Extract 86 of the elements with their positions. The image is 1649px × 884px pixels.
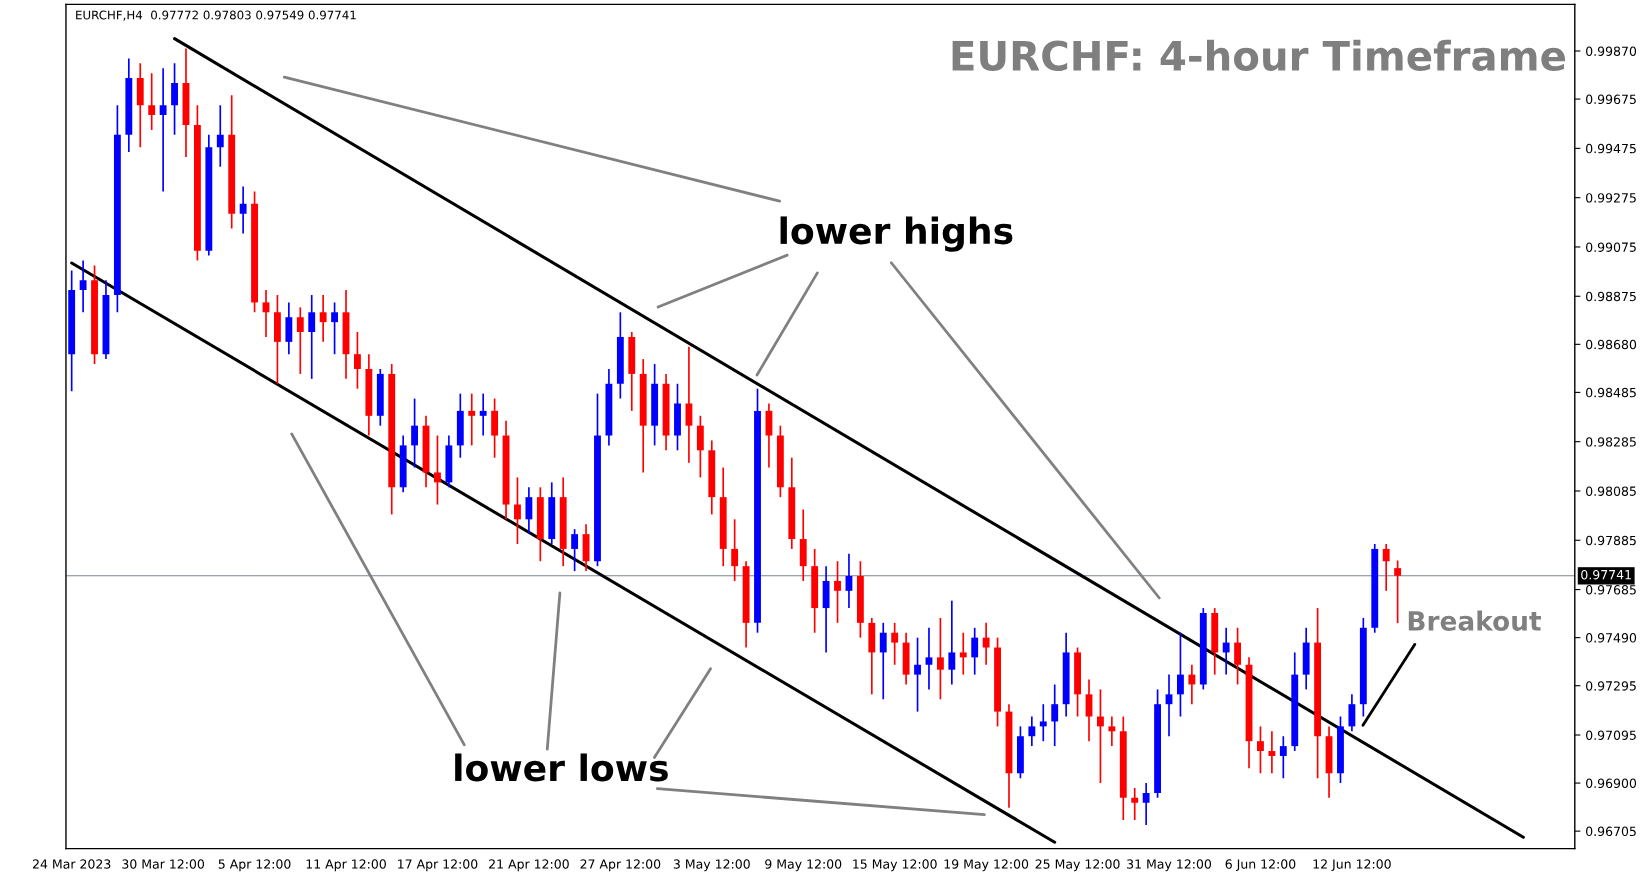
y-tick-label: 0.97095 xyxy=(1586,730,1636,740)
candlestick xyxy=(1028,715,1036,747)
candlestick xyxy=(982,622,990,666)
candlestick xyxy=(434,434,441,506)
candlestick xyxy=(79,259,87,314)
candlestick xyxy=(1348,693,1356,733)
candlestick xyxy=(1085,678,1093,743)
candlestick xyxy=(914,636,921,713)
candlestick xyxy=(948,599,956,686)
y-tick-label: 0.97490 xyxy=(1586,633,1637,643)
y-tick-label: 0.99075 xyxy=(1586,242,1636,252)
annotation: lower lows xyxy=(455,753,668,782)
x-tick-label: 15 May 12:00 xyxy=(853,859,937,872)
candlestick xyxy=(296,306,304,375)
candlestick xyxy=(514,476,521,545)
x-tick-label: 30 Mar 12:00 xyxy=(122,859,205,869)
y-tick-label: 0.99870 xyxy=(1586,46,1637,56)
y-tick-label: 0.96705 xyxy=(1586,826,1636,837)
candlestick xyxy=(479,392,487,437)
candlestick xyxy=(308,294,316,380)
candlestick xyxy=(468,392,476,447)
candlestick xyxy=(731,518,739,582)
candlestick xyxy=(1142,782,1150,826)
y-tick-label: 0.98285 xyxy=(1586,437,1636,447)
y-tick-label: 0.96900 xyxy=(1586,778,1637,788)
x-tick-label: 21 Apr 12:00 xyxy=(489,859,569,872)
candlestick xyxy=(1177,631,1184,718)
candlestick xyxy=(1222,626,1230,676)
candlestick xyxy=(1257,725,1264,775)
candlestick xyxy=(171,62,178,136)
candlestick xyxy=(331,301,339,356)
candlestick xyxy=(834,560,841,624)
y-tick-label: 0.98875 xyxy=(1586,291,1636,302)
candlestick xyxy=(1097,688,1104,784)
y-tick-label: 0.97685 xyxy=(1586,585,1636,595)
annotation: Breakout xyxy=(1408,610,1541,631)
candlestick xyxy=(159,67,167,193)
x-tick-label: 31 May 12:00 xyxy=(1127,859,1212,872)
candlestick xyxy=(1051,683,1059,747)
y-tick-label: 0.99675 xyxy=(1586,94,1636,104)
y-tick-label: 0.98485 xyxy=(1586,387,1636,398)
candlestick xyxy=(1382,543,1390,592)
candlestick xyxy=(1131,787,1139,821)
x-tick-label: 17 Apr 12:00 xyxy=(398,859,478,872)
x-tick-label: 5 Apr 12:00 xyxy=(218,859,291,872)
chart-subtitle: EURCHF,H4 0.97772 0.97803 0.97549 0.97741 xyxy=(76,10,356,21)
candlestick xyxy=(1188,663,1196,706)
x-tick-label: 3 May 12:00 xyxy=(673,859,750,872)
candlestick xyxy=(1394,559,1402,624)
candlestick xyxy=(685,345,693,464)
y-tick-label: 0.98680 xyxy=(1586,339,1637,350)
candlestick xyxy=(936,617,944,701)
candlestick xyxy=(216,104,224,168)
x-tick-label: 19 May 12:00 xyxy=(944,859,1029,872)
x-tick-label: 25 May 12:00 xyxy=(1035,859,1120,872)
y-tick-label: 0.99275 xyxy=(1586,193,1636,203)
x-tick-label: 9 May 12:00 xyxy=(765,859,842,872)
y-tick-label: 0.98085 xyxy=(1586,486,1636,496)
candlestick xyxy=(1234,626,1242,686)
y-tick-label: 0.97295 xyxy=(1586,681,1636,691)
candlestick xyxy=(891,622,899,666)
candlestick xyxy=(1279,735,1287,779)
candlestick xyxy=(411,397,419,469)
x-tick-label: 27 Apr 12:00 xyxy=(580,859,661,872)
y-tick-label: 0.99475 xyxy=(1586,143,1636,154)
candlestick xyxy=(925,626,933,691)
candlestick xyxy=(239,185,247,235)
candlestick xyxy=(1108,715,1116,747)
y-tick-label: 0.97885 xyxy=(1586,535,1636,546)
candlestick xyxy=(959,631,967,676)
candlestick xyxy=(1268,730,1276,775)
ref-line-label: 0.97741 xyxy=(1581,569,1631,580)
candlestick xyxy=(319,294,327,343)
x-tick-label: 12 Jun 12:00 xyxy=(1313,859,1391,872)
x-tick-label: 6 Jun 12:00 xyxy=(1225,859,1296,872)
candlestick xyxy=(148,72,156,131)
x-tick-label: 11 Apr 12:00 xyxy=(306,859,386,872)
candlestick xyxy=(879,622,887,701)
x-tick-label: 24 Mar 2023 xyxy=(32,859,111,869)
annotation: lower highs xyxy=(780,216,1013,252)
text: EURCHF: 4-hour Timeframe xyxy=(952,39,1565,71)
candlestick xyxy=(571,528,579,572)
candlestick xyxy=(525,486,533,535)
candlestick xyxy=(1039,703,1047,743)
candlestick xyxy=(354,331,361,390)
candlestick xyxy=(971,626,979,676)
